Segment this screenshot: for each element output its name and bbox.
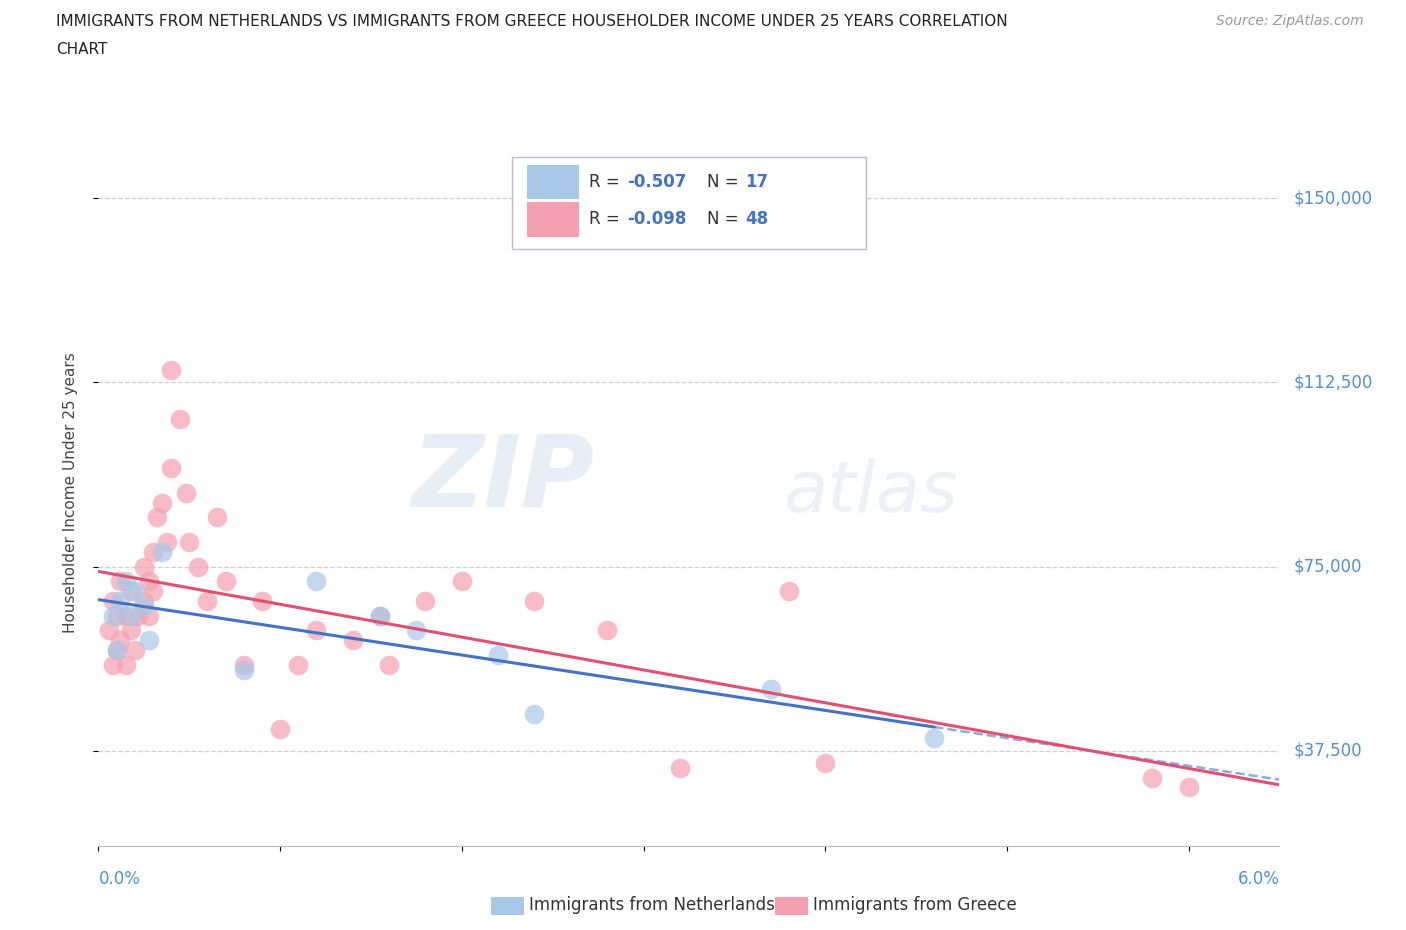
- Point: [120, 623, 142, 638]
- Text: Immigrants from Netherlands: Immigrants from Netherlands: [529, 896, 775, 914]
- Point: [169, 412, 191, 427]
- Point: [156, 535, 179, 550]
- Point: [305, 623, 328, 638]
- Text: $150,000: $150,000: [1294, 190, 1372, 207]
- Point: [138, 574, 160, 589]
- Point: [450, 574, 472, 589]
- FancyBboxPatch shape: [527, 165, 579, 199]
- Point: [145, 510, 167, 525]
- Text: $112,500: $112,500: [1294, 374, 1372, 392]
- Text: ZIP: ZIP: [412, 431, 595, 527]
- Point: [124, 584, 146, 599]
- Point: [187, 559, 209, 574]
- Point: [101, 608, 124, 623]
- Point: [110, 593, 132, 608]
- Point: [150, 496, 173, 511]
- Point: [174, 485, 197, 500]
- Text: CHART: CHART: [56, 42, 108, 57]
- Point: [160, 363, 183, 378]
- Point: [98, 623, 121, 638]
- Text: Source: ZipAtlas.com: Source: ZipAtlas.com: [1216, 14, 1364, 28]
- Point: [232, 662, 254, 677]
- Text: $75,000: $75,000: [1294, 557, 1362, 576]
- Point: [138, 632, 160, 647]
- Point: [378, 658, 401, 672]
- Point: [523, 707, 546, 722]
- Point: [142, 584, 165, 599]
- Y-axis label: Householder Income Under 25 years: Householder Income Under 25 years: [63, 352, 77, 633]
- Point: [114, 608, 136, 623]
- Point: [205, 510, 228, 525]
- Point: [101, 658, 124, 672]
- Point: [269, 721, 291, 736]
- Point: [523, 593, 546, 608]
- Point: [160, 461, 183, 476]
- Text: Immigrants from Greece: Immigrants from Greece: [813, 896, 1017, 914]
- Text: -0.098: -0.098: [627, 210, 688, 229]
- Point: [1142, 770, 1164, 785]
- Point: [486, 647, 509, 662]
- Text: 17: 17: [745, 173, 769, 191]
- Point: [127, 608, 149, 623]
- Point: [110, 632, 132, 647]
- Text: atlas: atlas: [783, 458, 957, 527]
- Point: [669, 761, 692, 776]
- Text: R =: R =: [589, 173, 624, 191]
- Point: [368, 608, 391, 623]
- Point: [250, 593, 273, 608]
- Point: [197, 593, 219, 608]
- Point: [342, 632, 364, 647]
- Point: [105, 643, 128, 658]
- Text: N =: N =: [707, 210, 744, 229]
- Point: [114, 658, 136, 672]
- Point: [232, 658, 254, 672]
- Point: [120, 608, 142, 623]
- Text: IMMIGRANTS FROM NETHERLANDS VS IMMIGRANTS FROM GREECE HOUSEHOLDER INCOME UNDER 2: IMMIGRANTS FROM NETHERLANDS VS IMMIGRANT…: [56, 14, 1008, 29]
- Point: [214, 574, 236, 589]
- Point: [105, 643, 128, 658]
- Point: [150, 544, 173, 559]
- Point: [287, 658, 309, 672]
- Point: [132, 559, 155, 574]
- Point: [1177, 780, 1199, 795]
- Point: [922, 731, 945, 746]
- Point: [179, 535, 201, 550]
- Text: $37,500: $37,500: [1294, 741, 1362, 760]
- Point: [814, 755, 837, 770]
- Text: N =: N =: [707, 173, 744, 191]
- Point: [368, 608, 391, 623]
- Point: [415, 593, 437, 608]
- Point: [132, 598, 155, 613]
- Text: 0.0%: 0.0%: [98, 870, 141, 887]
- Point: [596, 623, 619, 638]
- FancyBboxPatch shape: [527, 202, 579, 236]
- Text: 48: 48: [745, 210, 769, 229]
- Point: [114, 574, 136, 589]
- Point: [105, 608, 128, 623]
- Text: 6.0%: 6.0%: [1237, 870, 1279, 887]
- Text: -0.507: -0.507: [627, 173, 688, 191]
- Point: [305, 574, 328, 589]
- Point: [405, 623, 427, 638]
- Point: [124, 643, 146, 658]
- Point: [110, 574, 132, 589]
- Point: [132, 593, 155, 608]
- Point: [101, 593, 124, 608]
- Point: [778, 584, 800, 599]
- Point: [120, 584, 142, 599]
- Point: [138, 608, 160, 623]
- Text: R =: R =: [589, 210, 624, 229]
- FancyBboxPatch shape: [512, 157, 866, 249]
- Point: [142, 544, 165, 559]
- Point: [759, 682, 782, 697]
